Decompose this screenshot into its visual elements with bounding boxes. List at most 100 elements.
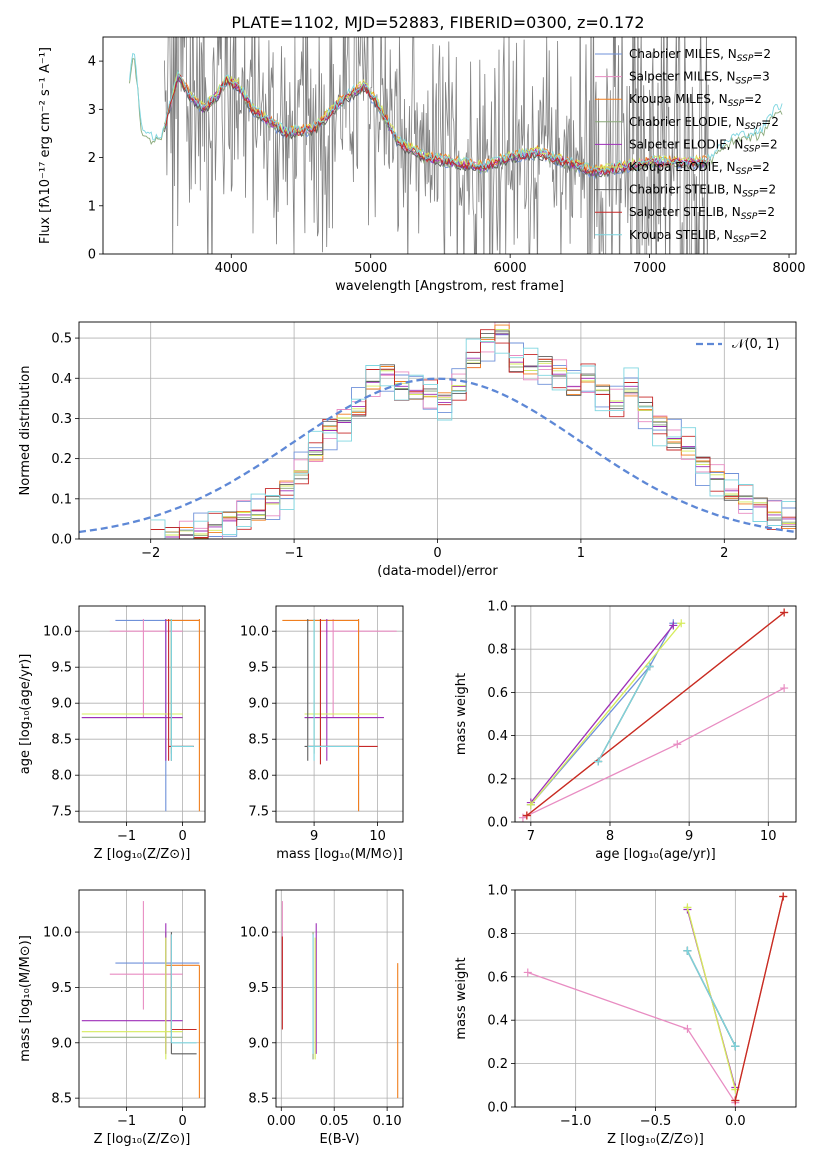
- y-tick-label: 8.0: [51, 769, 72, 784]
- axes-mass_vs_Z: −1 0 8.5 9.0 9.5 10.0 Z [log₁₀(Z/Z⊙)] mass [log…: [18, 889, 206, 1147]
- y-tick-label: 4: [88, 55, 96, 70]
- y-tick-label: 0.8: [487, 927, 508, 942]
- data-point: [523, 968, 532, 977]
- x-axis-label: Z [log₁₀(Z/Z⊙)]: [607, 1132, 704, 1147]
- legend-entry: Kroupa STELIB, NSSP=2: [629, 228, 767, 245]
- x-tick-label: −1.0: [560, 1114, 592, 1129]
- y-tick-label: 0.8: [487, 643, 508, 658]
- y-tick-label: 0.0: [487, 816, 508, 831]
- legend-entry: Salpeter MILES, NSSP=3: [629, 70, 770, 87]
- y-tick-label: 0.2: [51, 452, 72, 467]
- x-tick-label: 4000: [215, 261, 248, 276]
- series-line: [734, 896, 784, 1101]
- y-tick-label: 8.5: [51, 1092, 72, 1107]
- x-tick-label: 8: [606, 829, 614, 844]
- y-tick-label: 0.6: [487, 686, 508, 701]
- legend-entry: Salpeter STELIB, NSSP=2: [629, 205, 775, 222]
- y-axis-label: mass [log₁₀(M/M⊙)]: [18, 935, 33, 1062]
- legend-entry: Kroupa MILES, NSSP=2: [629, 92, 762, 109]
- y-tick-label: 8.0: [248, 769, 269, 784]
- axes-residuals: −2 −1 0 1 2 0.0 0.1 0.2 0.3 0.4 0.5 (data-model)/er…: [18, 321, 797, 579]
- observed-spectrum: [164, 37, 709, 254]
- data-point: [673, 740, 682, 749]
- axes-frame: [514, 889, 797, 1108]
- plot-area-mass_vs_Z: [81, 901, 200, 1099]
- plot-area-age_vs_mass: [282, 618, 397, 812]
- data-point: [683, 903, 692, 912]
- x-axis-label: age [log₁₀(age/yr)]: [595, 847, 716, 862]
- data-point: [683, 946, 692, 955]
- axes-frame: [514, 605, 797, 823]
- plot-area-residuals: [79, 322, 796, 539]
- x-axis-label: wavelength [Angstrom, rest frame]: [335, 279, 564, 294]
- x-tick-label: −1: [117, 829, 136, 844]
- x-tick-label: 9: [310, 829, 318, 844]
- x-tick-label: −0.5: [640, 1114, 672, 1129]
- legend-entry: Salpeter ELODIE, NSSP=2: [629, 137, 778, 154]
- data-point: [518, 813, 527, 822]
- x-tick-label: 10: [760, 829, 777, 844]
- data-point: [779, 892, 788, 901]
- y-axis-label: age [log₁₀(age/yr)]: [18, 654, 33, 775]
- data-point: [669, 621, 678, 630]
- axes-weight_vs_age: 7 8 9 10 0.0 0.2 0.4 0.6 0.8 1.0 age [log₁₀(age/yr…: [454, 600, 797, 862]
- x-axis-label: Z [log₁₀(Z/Z⊙)]: [94, 1132, 191, 1147]
- x-tick-label: 1: [577, 546, 585, 561]
- x-tick-label: 6000: [494, 261, 527, 276]
- y-tick-label: 0.4: [487, 729, 508, 744]
- axes-mass_vs_ebv: 0.00 0.05 0.10 8.5 9.0 9.5 10.0 E(B-V): [240, 889, 404, 1147]
- y-tick-label: 9.5: [51, 981, 72, 996]
- y-axis-label: Normed distribution: [18, 366, 33, 496]
- series-line: [526, 611, 785, 817]
- series-line: [527, 971, 736, 1104]
- y-tick-label: 8.5: [248, 733, 269, 748]
- legend: Chabrier MILES, NSSP=2 Salpeter MILES, NS…: [595, 47, 779, 245]
- x-tick-label: 0.05: [320, 1114, 349, 1129]
- x-axis-label: E(B-V): [319, 1132, 359, 1147]
- y-tick-label: 8.5: [248, 1092, 269, 1107]
- model-spectrum-7: [164, 72, 709, 175]
- x-tick-label: 0.0: [725, 1114, 746, 1129]
- x-tick-label: 7000: [633, 261, 666, 276]
- x-axis-label: mass [log₁₀(M/M⊙)]: [276, 847, 403, 862]
- x-tick-label: 8000: [772, 261, 805, 276]
- legend-entry: Kroupa ELODIE, NSSP=2: [629, 160, 770, 177]
- model-spectrum-6: [163, 74, 709, 180]
- y-tick-label: 10.0: [240, 625, 269, 640]
- axes-frame: [275, 889, 404, 1108]
- y-tick-label: 7.5: [51, 805, 72, 820]
- x-tick-label: 0.10: [373, 1114, 402, 1129]
- y-tick-label: 0.6: [487, 970, 508, 985]
- model-spectrum-8: [129, 52, 783, 173]
- y-tick-label: 1.0: [487, 884, 508, 899]
- y-tick-label: 9.0: [248, 697, 269, 712]
- y-tick-label: 0.2: [487, 772, 508, 787]
- data-point: [522, 811, 531, 820]
- y-tick-label: 10.0: [240, 926, 269, 941]
- y-tick-label: 0.1: [51, 492, 72, 507]
- plot-area-spectrum: [129, 37, 783, 254]
- gaussian-curve: [79, 377, 796, 534]
- data-point: [731, 1042, 740, 1051]
- x-tick-label: 0.00: [267, 1114, 296, 1129]
- y-tick-label: 0.3: [51, 412, 72, 427]
- y-axis-label: mass weight: [454, 957, 469, 1039]
- x-tick-label: 0: [178, 829, 186, 844]
- x-tick-label: 10: [369, 829, 386, 844]
- y-tick-label: 9.0: [51, 1036, 72, 1051]
- y-tick-label: 10.0: [43, 926, 72, 941]
- axes-weight_vs_Z: −1.0 −0.5 0.0 0.0 0.2 0.4 0.6 0.8 1.0 Z [log₁₀(Z/…: [454, 884, 797, 1147]
- x-tick-label: 2: [720, 546, 728, 561]
- data-point: [780, 684, 789, 693]
- axes-frame: [275, 605, 404, 823]
- data-point: [645, 662, 654, 671]
- plot-area-mass_vs_ebv: [281, 901, 399, 1099]
- legend-entry: Chabrier ELODIE, NSSP=2: [629, 115, 779, 132]
- legend-entry: 𝒩(0, 1): [732, 337, 779, 352]
- series-line: [686, 950, 736, 1047]
- plot-area-weight_vs_age: [518, 608, 789, 822]
- y-tick-label: 0.4: [487, 1014, 508, 1029]
- y-tick-label: 9.0: [51, 697, 72, 712]
- axes-frame: [78, 605, 206, 823]
